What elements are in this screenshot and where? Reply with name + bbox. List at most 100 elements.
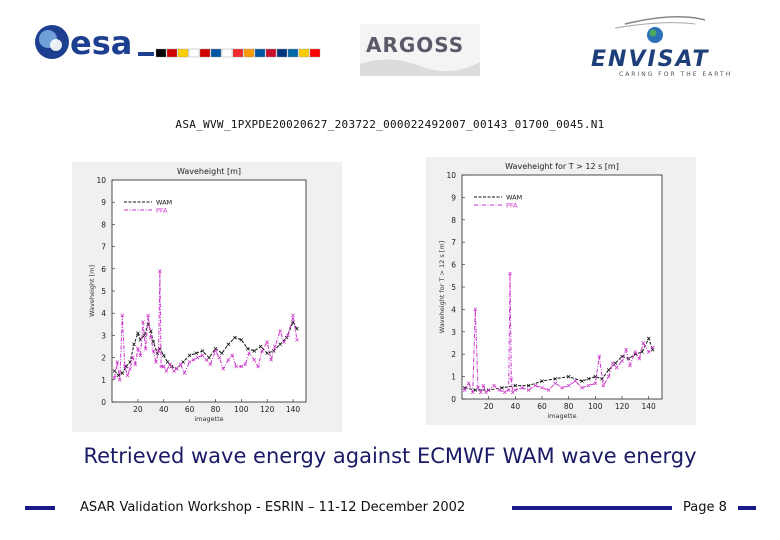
data-point-pfa [112, 375, 117, 380]
y-tick-label: 8 [101, 220, 106, 229]
esa-flag-7 [232, 48, 244, 58]
data-point-pfa [646, 350, 651, 354]
envisat-tagline: CARING FOR THE EARTH [619, 71, 732, 78]
y-tick-label: 4 [101, 309, 106, 318]
x-tick-label: 40 [159, 405, 169, 414]
y-tick-label: 2 [451, 350, 456, 359]
esa-flag-0 [155, 48, 167, 58]
y-tick-label: 8 [451, 216, 456, 225]
data-point-pfa [533, 383, 538, 388]
data-point-pfa [191, 357, 196, 362]
x-tick-label: 60 [185, 405, 195, 414]
data-point-wam [187, 353, 192, 358]
data-point-pfa [620, 359, 624, 363]
data-point-pfa [509, 376, 514, 381]
x-tick-label: 100 [234, 405, 249, 414]
esa-flag-1 [166, 48, 178, 58]
data-point-wam [586, 376, 591, 381]
x-tick-label: 140 [642, 402, 657, 411]
data-point-pfa [486, 388, 491, 392]
data-point-pfa [614, 365, 619, 370]
footer-text: ASAR Validation Workshop - ESRIN – 11-12… [80, 500, 466, 515]
data-point-pfa [226, 357, 231, 362]
data-point-pfa [168, 362, 173, 367]
y-tick-label: 5 [451, 283, 456, 292]
waveheight-t12-chart: Waveheight for T > 12 s [m] 0 1 2 3 4 5 6 7 8 9 10 2… [426, 157, 696, 425]
data-point-pfa [195, 355, 200, 360]
footer-rule-right [738, 506, 756, 510]
data-point-pfa [506, 388, 511, 392]
data-point-pfa [526, 388, 531, 392]
esa-flag-12 [287, 48, 299, 58]
data-point-pfa [213, 349, 218, 353]
y-tick-label: 10 [446, 171, 456, 180]
series-line-pfa [464, 273, 654, 394]
data-point-pfa [269, 357, 273, 362]
data-point-pfa [502, 390, 507, 395]
esa-flag-2 [177, 48, 189, 58]
esa-flag-9 [254, 48, 266, 58]
footer-rule-middle [512, 506, 672, 510]
y-tick-label: 3 [101, 331, 106, 340]
x-tick-label: 120 [260, 405, 275, 414]
data-point-pfa [610, 361, 615, 366]
data-point-wam [132, 342, 136, 347]
data-point-pfa [573, 379, 578, 383]
envisat-logo-text: ENVISAT [591, 47, 709, 72]
data-point-pfa [130, 355, 135, 360]
data-point-wam [252, 349, 257, 353]
x-tick-label: 100 [588, 402, 603, 411]
data-point-wam [245, 346, 250, 351]
esa-flag-8 [243, 48, 255, 58]
y-tick-label: 1 [101, 376, 106, 385]
y-axis-label: Waveheight [m] [88, 265, 96, 317]
data-point-pfa [239, 364, 244, 369]
data-point-wam [640, 350, 644, 354]
legend-label-wam: WAM [156, 199, 172, 207]
data-point-pfa [492, 383, 496, 388]
data-point-pfa [148, 335, 153, 340]
plot-area [461, 174, 663, 400]
data-point-pfa [182, 371, 187, 375]
slide-caption: Retrieved wave energy against ECMWF WAM … [83, 444, 697, 468]
esa-logo: esa [35, 24, 321, 62]
x-tick-label: 80 [211, 405, 221, 414]
data-point-pfa [187, 360, 192, 364]
esa-flag-10 [265, 48, 277, 58]
data-point-pfa [265, 340, 270, 344]
data-point-wam [120, 371, 125, 375]
data-point-pfa [178, 362, 183, 367]
data-point-pfa [580, 385, 584, 390]
x-tick-label: 20 [133, 405, 143, 414]
data-point-pfa [208, 362, 213, 367]
data-point-wam [553, 376, 558, 381]
data-point-pfa [466, 381, 471, 386]
data-point-pfa [478, 390, 483, 395]
data-point-pfa [540, 385, 544, 390]
y-tick-label: 5 [101, 287, 106, 296]
data-point-pfa [154, 360, 158, 364]
data-point-pfa [593, 381, 598, 386]
data-point-pfa [470, 390, 475, 395]
data-point-wam [265, 351, 270, 356]
data-point-pfa [520, 385, 524, 390]
x-tick-label: 60 [537, 402, 547, 411]
data-point-pfa [151, 349, 156, 353]
y-tick-label: 0 [101, 398, 106, 407]
y-tick-label: 2 [101, 354, 106, 363]
esa-flag-3 [188, 48, 200, 58]
data-point-pfa [462, 388, 467, 392]
data-point-pfa [125, 373, 130, 378]
y-tick-label: 0 [451, 395, 456, 404]
data-point-pfa [650, 345, 655, 350]
data-point-wam [566, 374, 571, 379]
argoss-logo-text: ARGOSS [366, 33, 464, 57]
legend-label-wam: WAM [506, 194, 522, 202]
esa-flag-11 [276, 48, 288, 58]
data-point-wam [258, 344, 263, 349]
data-point-pfa [230, 353, 235, 358]
y-tick-label: 7 [101, 243, 106, 252]
x-tick-label: 140 [286, 405, 301, 414]
y-tick-label: 10 [96, 176, 106, 185]
x-tick-label: 80 [564, 402, 574, 411]
